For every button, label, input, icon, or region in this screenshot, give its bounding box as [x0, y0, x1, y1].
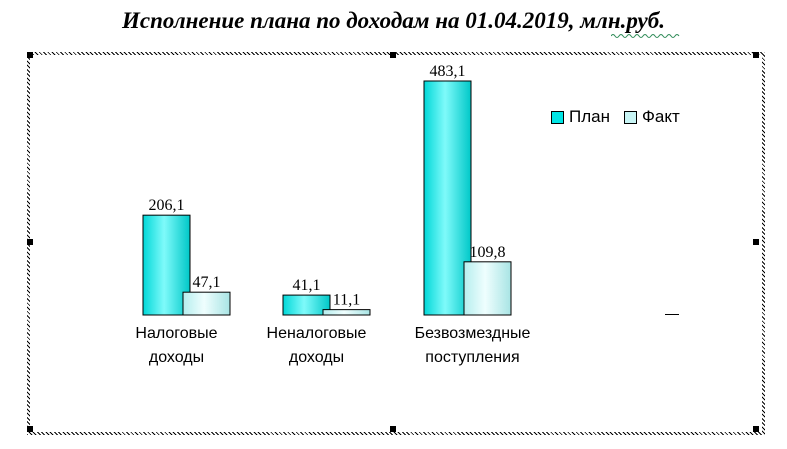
bar-fact-0 [182, 291, 231, 316]
data-label-fact-0: 47,1 [193, 274, 221, 291]
legend-item-plan: План [551, 107, 610, 127]
resize-handle-middle-right[interactable] [753, 239, 759, 245]
bar-plan-1 [282, 294, 331, 316]
resize-handle-middle-left[interactable] [27, 239, 33, 245]
resize-handle-top-center[interactable] [390, 52, 396, 58]
bar-fact-1 [322, 309, 371, 316]
bar-plan-0 [142, 214, 191, 316]
spellcheck-underline-icon [611, 34, 680, 38]
data-label-fact-2: 109,8 [470, 244, 506, 261]
legend-item-fact: Факт [623, 107, 680, 127]
category-label-2-line-1: поступления [425, 349, 519, 366]
data-label-plan-0: 206,1 [149, 197, 185, 214]
resize-handle-top-left[interactable] [27, 52, 33, 58]
legend-swatch-fact [623, 110, 637, 124]
resize-handle-bottom-left[interactable] [27, 426, 33, 432]
category-label-1-line-1: доходы [289, 349, 344, 366]
bar-fact-2 [463, 261, 512, 316]
resize-handle-top-right[interactable] [753, 52, 759, 58]
category-label-0-line-1: доходы [149, 349, 204, 366]
legend-label-plan: План [569, 107, 610, 126]
chart-legend: План Факт [551, 107, 694, 127]
data-label-fact-1: 11,1 [333, 292, 360, 309]
bar-plan-2 [423, 80, 472, 316]
category-label-2-line-0: Безвозмездные [415, 325, 531, 342]
chart-title: Исполнение плана по доходам на 01.04.201… [122, 8, 665, 33]
legend-label-fact: Факт [641, 107, 680, 126]
data-label-plan-1: 41,1 [293, 277, 321, 294]
data-label-plan-2: 483,1 [430, 63, 466, 80]
resize-handle-bottom-center[interactable] [390, 426, 396, 432]
legend-swatch-plan [551, 110, 564, 124]
category-label-0-line-0: Налоговые [135, 325, 217, 342]
stray-line-mark [665, 314, 679, 315]
category-label-1-line-0: Неналоговые [267, 325, 367, 342]
resize-handle-bottom-right[interactable] [753, 426, 759, 432]
